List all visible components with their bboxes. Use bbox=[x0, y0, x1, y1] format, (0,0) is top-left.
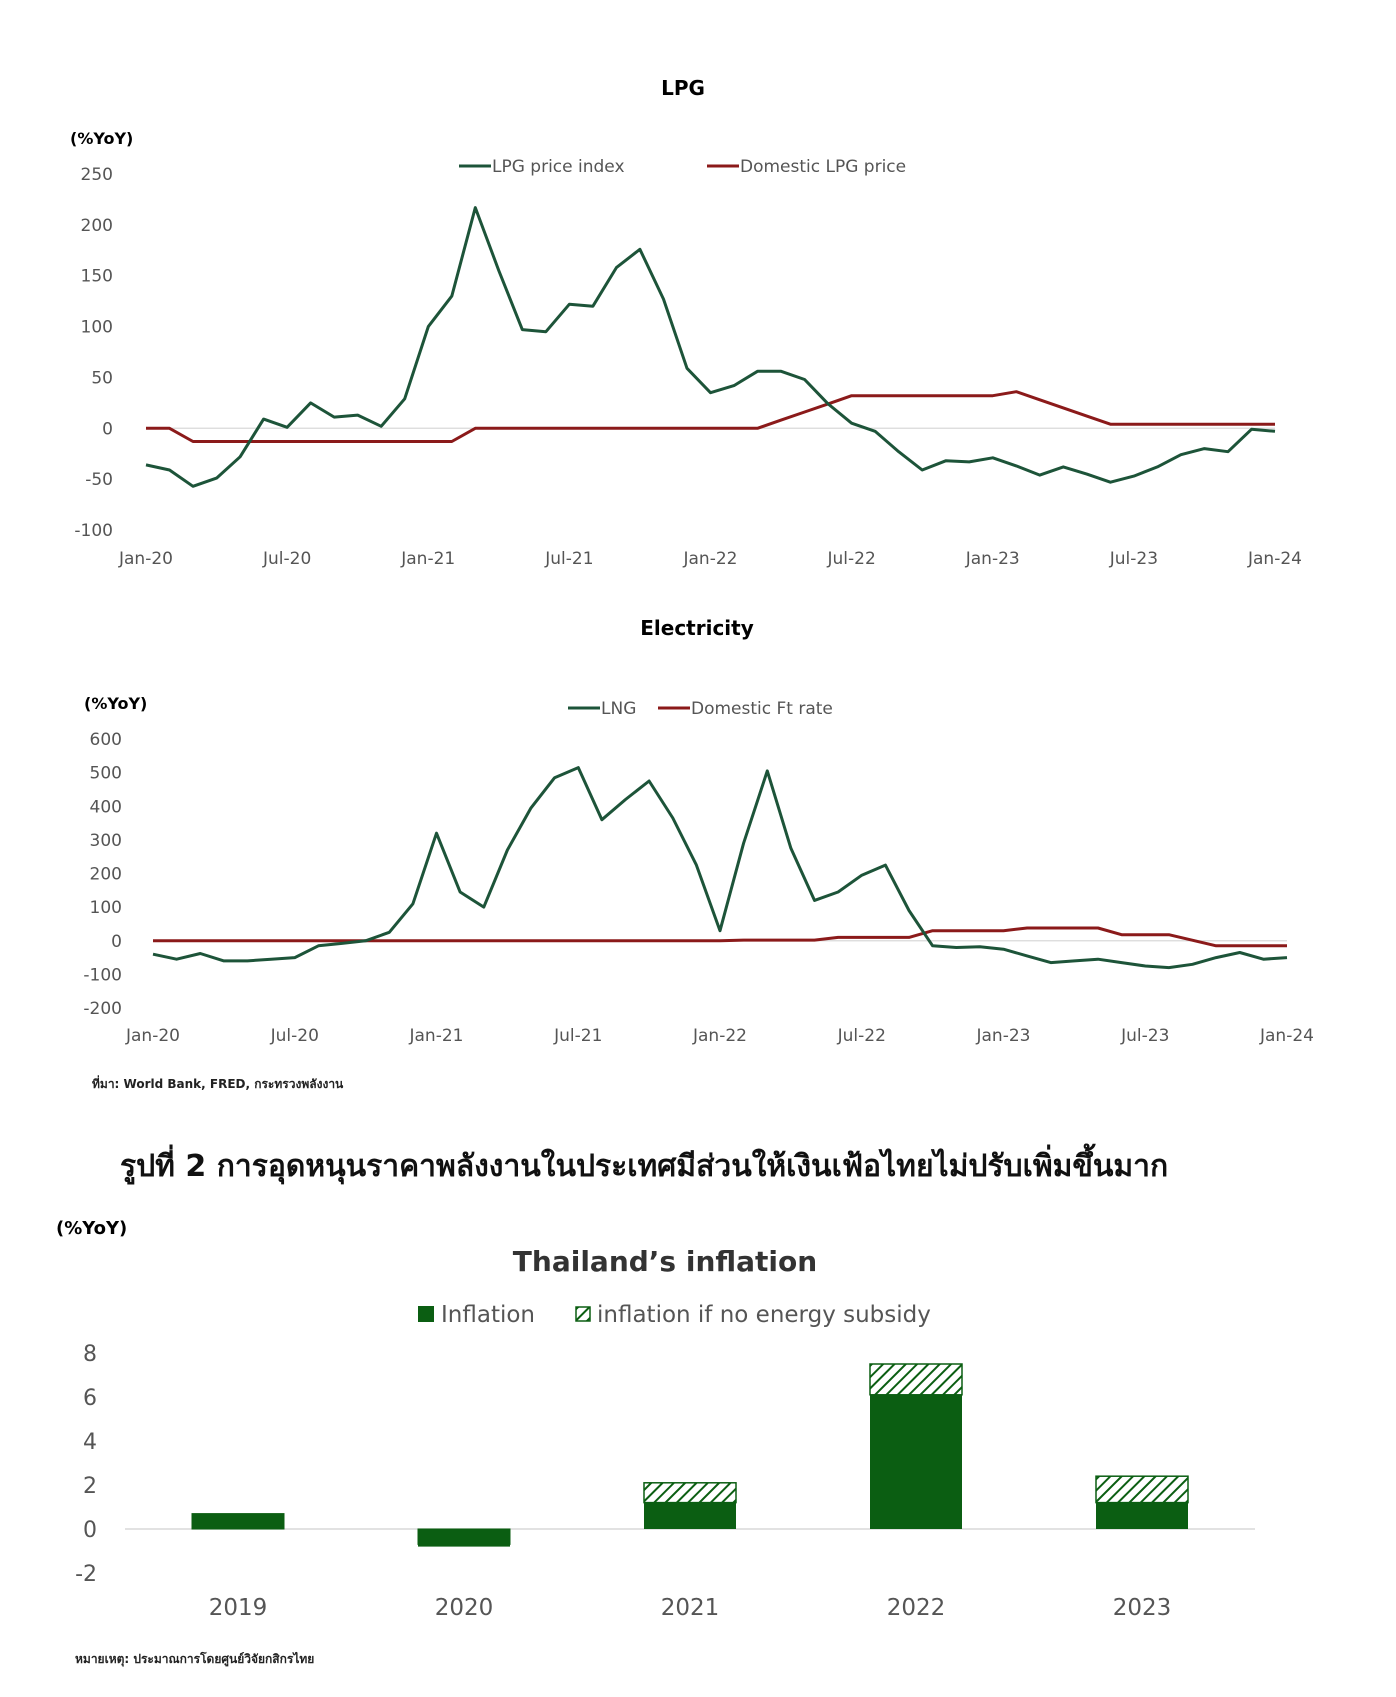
elec-x-tick-label: Jan-20 bbox=[125, 1026, 180, 1046]
elec-y-tick-label: 500 bbox=[90, 764, 122, 784]
lpg-y-tick-label: 200 bbox=[81, 216, 113, 236]
electricity-chart-panel: Electricity (%YoY) LNG Domestic Ft rate … bbox=[0, 580, 1396, 1080]
inflation-y-tick-label: -2 bbox=[75, 1562, 97, 1587]
elec-y-tick-label: 300 bbox=[90, 831, 122, 851]
electricity-y-axis: 600 500 400 300 200 100 0 -100 -200 bbox=[83, 730, 122, 1019]
inflation-y-tick-label: 2 bbox=[83, 1474, 97, 1499]
inflation-x-axis: 2019 2020 2021 2022 2023 bbox=[209, 1595, 1172, 1621]
inflation-chart-panel: (%YoY) Thailand’s inflation Inflation in… bbox=[0, 1205, 1396, 1675]
bar-inflation-2022 bbox=[870, 1394, 962, 1529]
lpg-x-tick-label: Jan-24 bbox=[1247, 549, 1302, 569]
electricity-chart-title: Electricity bbox=[640, 616, 754, 640]
elec-y-tick-label: 0 bbox=[111, 932, 122, 952]
lpg-x-tick-label: Jan-22 bbox=[683, 549, 738, 569]
lpg-y-tick-label: -100 bbox=[74, 521, 113, 541]
bar-inflation-2020 bbox=[418, 1529, 510, 1547]
elec-series-0-line bbox=[152, 766, 1288, 970]
inflation-y-tick-label: 0 bbox=[83, 1518, 97, 1543]
inflation-legend-label-0: Inflation bbox=[441, 1302, 535, 1328]
lpg-chart-panel: LPG (%YoY) LPG price index Domestic LPG … bbox=[0, 0, 1396, 580]
lpg-x-tick-label: Jul-23 bbox=[1109, 549, 1158, 569]
lpg-x-tick-label: Jul-21 bbox=[544, 549, 593, 569]
elec-x-tick-label: Jan-23 bbox=[976, 1026, 1031, 1046]
lpg-series-1-line bbox=[146, 390, 1275, 443]
lpg-x-tick-label: Jan-20 bbox=[118, 549, 173, 569]
elec-x-tick-label: Jan-22 bbox=[692, 1026, 747, 1046]
lpg-legend-label-0: LPG price index bbox=[492, 157, 625, 177]
elec-y-tick-label: -200 bbox=[83, 999, 122, 1019]
source-note-1: ที่มา: World Bank, FRED, กระทรวงพลังงาน bbox=[92, 1077, 344, 1091]
elec-x-tick-label: Jul-23 bbox=[1120, 1026, 1169, 1046]
inflation-y-tick-label: 8 bbox=[83, 1342, 97, 1367]
inflation-legend-label-1: inflation if no energy subsidy bbox=[597, 1302, 931, 1328]
inflation-chart-title: Thailand’s inflation bbox=[513, 1245, 817, 1278]
inflation-x-tick-label: 2019 bbox=[209, 1595, 268, 1621]
lpg-x-tick-label: Jul-20 bbox=[262, 549, 311, 569]
elec-x-tick-label: Jul-20 bbox=[270, 1026, 319, 1046]
bar-inflation-2021 bbox=[644, 1502, 736, 1529]
elec-y-tick-label: 200 bbox=[90, 865, 122, 885]
elec-y-tick-label: 100 bbox=[90, 898, 122, 918]
lpg-x-tick-label: Jan-21 bbox=[400, 549, 455, 569]
source-note-2: หมายเหตุ: ประมาณการโดยศูนย์วิจัยกสิกรไทย bbox=[75, 1652, 315, 1666]
inflation-y-unit-label: (%YoY) bbox=[56, 1218, 127, 1239]
bar-no-subsidy-2022 bbox=[869, 1363, 963, 1396]
bar-inflation-2019 bbox=[192, 1513, 284, 1529]
electricity-x-axis: Jan-20 Jul-20 Jan-21 Jul-21 Jan-22 Jul-22 Jan-… bbox=[125, 1026, 1314, 1046]
inflation-x-tick-label: 2021 bbox=[661, 1595, 720, 1621]
electricity-y-unit-label: (%YoY) bbox=[84, 694, 147, 713]
inflation-y-tick-label: 4 bbox=[83, 1430, 97, 1455]
lpg-x-axis: Jan-20 Jul-20 Jan-21 Jul-21 Jan-22 Jul-22 Jan-… bbox=[118, 549, 1302, 569]
electricity-legend: LNG Domestic Ft rate bbox=[568, 699, 833, 719]
inflation-y-tick-label: 6 bbox=[83, 1386, 97, 1411]
elec-x-tick-label: Jul-21 bbox=[553, 1026, 602, 1046]
lpg-y-tick-label: -50 bbox=[85, 470, 113, 490]
lpg-chart-title: LPG bbox=[661, 76, 705, 100]
lpg-y-tick-label: 150 bbox=[81, 267, 113, 287]
electricity-chart: Electricity (%YoY) LNG Domestic Ft rate … bbox=[83, 616, 1314, 1046]
electricity-legend-label-0: LNG bbox=[601, 699, 636, 719]
lpg-legend: LPG price index Domestic LPG price bbox=[459, 157, 906, 177]
elec-y-tick-label: 400 bbox=[90, 797, 122, 817]
elec-x-tick-label: Jan-21 bbox=[409, 1026, 464, 1046]
lpg-y-tick-label: 0 bbox=[102, 419, 113, 439]
lpg-y-tick-label: 50 bbox=[91, 368, 113, 388]
lpg-y-tick-label: 250 bbox=[81, 165, 113, 185]
lpg-chart: LPG (%YoY) LPG price index Domestic LPG … bbox=[70, 76, 1302, 569]
electricity-plot-area bbox=[152, 766, 1288, 970]
inflation-legend: Inflation inflation if no energy subsidy bbox=[418, 1302, 931, 1328]
inflation-legend-swatch-1 bbox=[575, 1306, 591, 1322]
inflation-chart: (%YoY) Thailand’s inflation Inflation in… bbox=[56, 1218, 1255, 1621]
lpg-x-tick-label: Jul-22 bbox=[826, 549, 875, 569]
inflation-plot-area bbox=[125, 1363, 1255, 1547]
lpg-y-unit-label: (%YoY) bbox=[70, 129, 133, 148]
lpg-y-axis: 250 200 150 100 50 0 -50 -100 bbox=[74, 165, 113, 541]
elec-y-tick-label: -100 bbox=[83, 965, 122, 985]
elec-x-tick-label: Jul-22 bbox=[837, 1026, 886, 1046]
electricity-legend-label-1: Domestic Ft rate bbox=[691, 699, 833, 719]
inflation-y-axis: 8 6 4 2 0 -2 bbox=[75, 1342, 97, 1587]
lpg-y-tick-label: 100 bbox=[81, 318, 113, 338]
inflation-x-tick-label: 2020 bbox=[435, 1595, 494, 1621]
inflation-legend-swatch-0 bbox=[418, 1306, 434, 1322]
inflation-x-tick-label: 2022 bbox=[887, 1595, 946, 1621]
inflation-x-tick-label: 2023 bbox=[1113, 1595, 1172, 1621]
lpg-legend-label-1: Domestic LPG price bbox=[740, 157, 906, 177]
bar-no-subsidy-2023 bbox=[1095, 1475, 1189, 1504]
lpg-series-0-line bbox=[145, 206, 1276, 488]
bar-no-subsidy-2021 bbox=[643, 1482, 737, 1504]
elec-y-tick-label: 600 bbox=[90, 730, 122, 750]
elec-x-tick-label: Jan-24 bbox=[1259, 1026, 1314, 1046]
elec-series-1-line bbox=[153, 926, 1287, 948]
figure-caption: รูปที่ 2 การอุดหนุนราคาพลังงานในประเทศมี… bbox=[120, 1149, 1169, 1184]
lpg-x-tick-label: Jan-23 bbox=[965, 549, 1020, 569]
bar-inflation-2023 bbox=[1096, 1502, 1188, 1529]
lpg-plot-area bbox=[145, 206, 1276, 488]
